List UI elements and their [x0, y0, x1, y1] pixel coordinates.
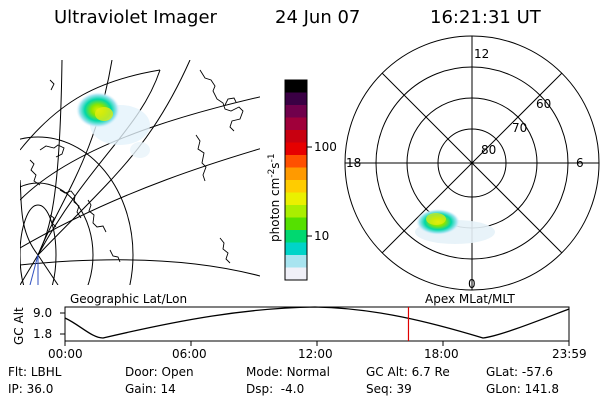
info-filter: Flt: LBHL: [8, 365, 62, 379]
mlt-label-0: 0: [468, 277, 476, 291]
lat-label-70: 70: [512, 121, 528, 135]
colorbar-band: [285, 142, 307, 156]
ytick-1-8: 1.8: [33, 327, 53, 341]
aurora-blob-geographic: [76, 92, 150, 158]
xtick-1800: 18:00: [424, 347, 459, 361]
instrument-title: Ultraviolet Imager: [54, 7, 217, 28]
polar-plot: [344, 35, 600, 291]
info-glon: GLon: 141.8: [486, 382, 559, 396]
info-mode: Mode: Normal: [246, 365, 330, 379]
colorbar-band: [285, 117, 307, 131]
colorbar-tick-100: 100: [314, 140, 337, 154]
colorbar-band: [285, 180, 307, 193]
xtick-0600: 06:00: [172, 347, 207, 361]
info-dsp: Dsp: -4.0: [246, 382, 305, 396]
timeline-geo-title: Geographic Lat/Lon: [70, 292, 188, 306]
xtick-1200: 12:00: [298, 347, 333, 361]
colorbar-tick-10: 10: [314, 229, 330, 243]
colorbar: [284, 79, 312, 281]
colorbar-band: [285, 80, 307, 93]
ytick-9: 9.0: [33, 306, 53, 320]
lat-label-60: 60: [536, 97, 552, 111]
orbit-altitude-timeline: [60, 306, 570, 346]
colorbar-unit-label: photon cm-2s-1: [267, 153, 282, 242]
colorbar-band: [285, 155, 307, 168]
colorbar-band: [285, 167, 307, 181]
colorbar-band: [285, 242, 307, 256]
info-glat: GLat: -57.6: [486, 365, 553, 379]
xtick-2359: 23:59: [552, 347, 587, 361]
xtick-0000: 00:00: [48, 347, 83, 361]
timeline-apex-title: Apex MLat/MLT: [425, 292, 515, 306]
mlt-label-6: 6: [576, 156, 584, 170]
mlt-label-18: 18: [346, 156, 362, 170]
timeline-yaxis-label: GC Alt: [12, 307, 26, 345]
info-gain: Gain: 14: [125, 382, 176, 396]
geographic-map-panel: [20, 60, 260, 285]
colorbar-band: [285, 255, 307, 268]
colorbar-band: [285, 205, 307, 218]
info-seq: Seq: 39: [366, 382, 412, 396]
colorbar-band: [285, 192, 307, 206]
colorbar-band: [285, 230, 307, 243]
aurora-blob-polar: [415, 209, 495, 244]
header-time: 16:21:31 UT: [430, 7, 541, 28]
info-ip: IP: 36.0: [8, 382, 54, 396]
colorbar-band: [285, 92, 307, 106]
colorbar-band: [285, 130, 307, 143]
header-date: 24 Jun 07: [275, 7, 361, 28]
mlt-label-12: 12: [474, 47, 490, 61]
lat-label-80: 80: [481, 143, 497, 157]
info-door: Door: Open: [125, 365, 194, 379]
colorbar-band: [285, 105, 307, 118]
info-gc-alt: GC Alt: 6.7 Re: [366, 365, 450, 379]
colorbar-band: [285, 217, 307, 231]
colorbar-band: [285, 267, 307, 281]
